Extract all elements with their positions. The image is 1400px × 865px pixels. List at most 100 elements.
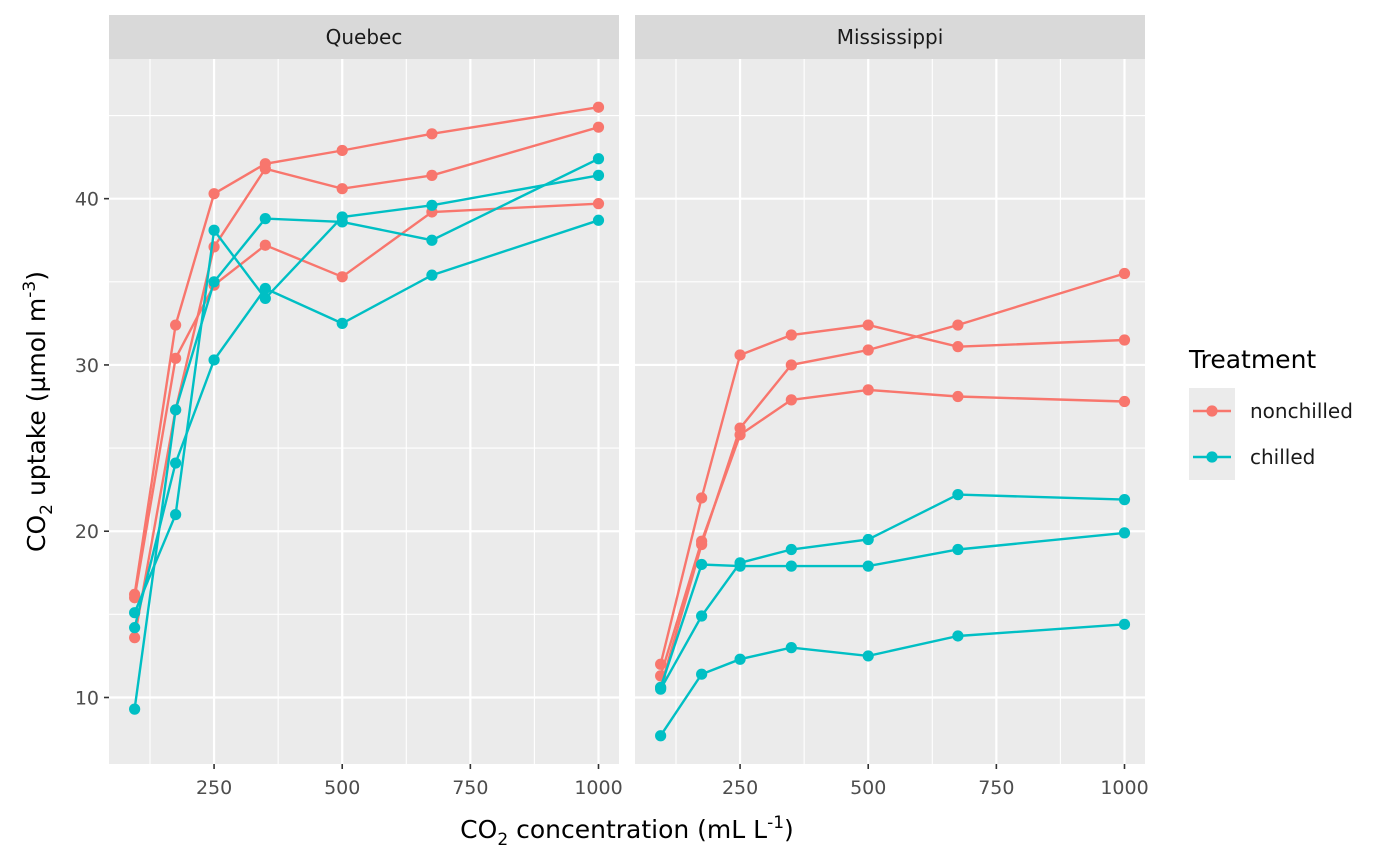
series-chilled [129, 153, 605, 715]
data-point [336, 317, 348, 329]
data-point [952, 543, 964, 556]
facet-strip [635, 15, 1145, 59]
x-tick-label: 250 [722, 777, 758, 799]
data-point [785, 642, 797, 654]
data-point [259, 239, 271, 251]
data-point [592, 121, 605, 133]
data-point [952, 319, 964, 331]
data-point [426, 199, 438, 211]
data-point [592, 198, 605, 210]
data-point [785, 359, 797, 371]
series-nonchilled [129, 101, 605, 601]
legend-label: chilled [1250, 445, 1315, 469]
x-tick-label: 750 [978, 777, 1014, 799]
data-point [259, 213, 271, 225]
facet-strip [109, 15, 619, 59]
data-point [170, 457, 182, 469]
panel-background [635, 59, 1145, 764]
facet-strip-label: Mississippi [837, 25, 944, 49]
data-point [862, 650, 874, 662]
facet-panel-mississippi: Mississippi 250 500 750 1000 [635, 15, 1149, 799]
x-tick-label: 750 [452, 777, 488, 799]
data-point [592, 101, 605, 113]
legend-item-chilled: chilled [1189, 434, 1315, 480]
data-point [426, 234, 438, 246]
data-point [734, 653, 746, 665]
data-point [952, 630, 964, 642]
series-nonchilled [655, 384, 1131, 682]
data-point [336, 183, 348, 195]
data-point [208, 188, 220, 200]
legend-item-nonchilled: nonchilled [1189, 388, 1353, 434]
data-point [1118, 267, 1131, 280]
data-point [592, 169, 605, 181]
data-point [785, 394, 797, 406]
series-nonchilled [655, 319, 1131, 670]
y-tick-label: 40 [75, 189, 99, 211]
x-axis-title: CO2 concentration (mL L-1) [460, 813, 794, 850]
data-point [655, 681, 667, 694]
legend-key-point [1206, 405, 1218, 417]
data-point [696, 492, 708, 504]
facet-strip-label: Quebec [326, 25, 403, 49]
data-point [259, 292, 271, 305]
data-point [862, 384, 874, 396]
data-point [1118, 494, 1131, 506]
data-point [862, 560, 874, 572]
x-tick-label: 250 [196, 777, 232, 799]
data-point [426, 269, 438, 281]
data-point [862, 344, 874, 356]
data-point [129, 703, 141, 715]
data-point [208, 224, 220, 236]
data-point [785, 560, 797, 572]
data-point [129, 632, 141, 644]
data-point [734, 560, 746, 572]
data-point [734, 349, 746, 361]
data-point [952, 489, 964, 501]
series-chilled [655, 618, 1131, 742]
data-point [785, 329, 797, 341]
x-tick-label: 1000 [1100, 777, 1148, 799]
data-point [426, 169, 438, 181]
series-chilled [129, 214, 605, 634]
data-point [696, 535, 708, 547]
data-point [592, 214, 605, 226]
legend-title: Treatment [1188, 345, 1316, 374]
x-tick-label: 1000 [574, 777, 622, 799]
data-point [696, 668, 708, 680]
y-tick-label: 10 [75, 687, 99, 709]
y-tick-label: 30 [75, 355, 99, 377]
x-tick-label: 500 [324, 777, 360, 799]
data-point [785, 543, 797, 556]
data-point [208, 354, 220, 366]
data-point [170, 404, 182, 416]
data-point [170, 319, 182, 331]
data-point [129, 588, 141, 601]
data-point [259, 282, 271, 295]
series-chilled [129, 169, 605, 619]
data-point [734, 429, 746, 441]
data-point [259, 158, 271, 170]
x-tick-label: 500 [850, 777, 886, 799]
data-point [862, 319, 874, 331]
legend-key-point [1206, 451, 1218, 463]
y-tick-label: 20 [75, 521, 99, 543]
data-point [170, 508, 182, 521]
data-point [336, 271, 348, 283]
data-point [1118, 527, 1131, 539]
data-point [862, 533, 874, 546]
data-point [1118, 334, 1131, 346]
data-point [1118, 618, 1131, 630]
data-point [336, 211, 348, 223]
data-point [952, 341, 964, 353]
data-point [129, 607, 141, 619]
data-point [696, 558, 708, 571]
data-point [336, 144, 348, 157]
legend: Treatment nonchilled chilled [1188, 345, 1353, 480]
data-point [696, 610, 708, 622]
data-point [1118, 395, 1131, 408]
data-point [655, 730, 667, 742]
facet-panel-quebec: Quebec 250 500 750 1000 [109, 15, 623, 799]
data-point [208, 276, 220, 288]
